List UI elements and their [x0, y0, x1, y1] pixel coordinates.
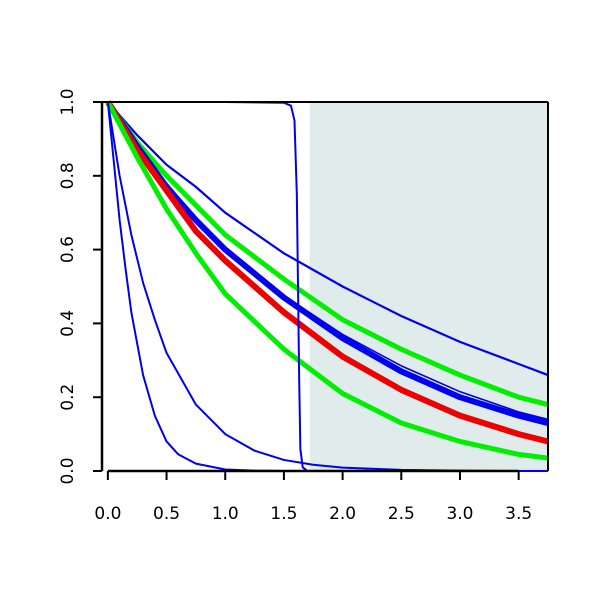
series-line-6: [105, 100, 549, 461]
series-line-5: [105, 100, 549, 445]
y-tick-label: 1.0: [58, 88, 78, 115]
x-tick-label: 2.0: [329, 504, 356, 524]
x-tick-label: 0.5: [153, 504, 180, 524]
y-tick-label: 0.4: [58, 310, 78, 337]
y-tick-label: 0.2: [58, 384, 78, 411]
x-tick-label: 1.0: [212, 504, 239, 524]
series-line-4: [107, 101, 549, 421]
y-tick-label: 0.6: [58, 236, 78, 263]
x-tick-label: 2.5: [388, 504, 415, 524]
x-tick-label: 0.0: [94, 504, 121, 524]
y-tick-label: 0.8: [58, 162, 78, 189]
x-tick-label: 3.0: [446, 504, 473, 524]
x-tick-label: 1.5: [270, 504, 297, 524]
x-tick-label: 3.5: [505, 504, 532, 524]
series-line-2: [105, 100, 549, 408]
y-tick-label: 0.0: [58, 457, 78, 484]
series-line-1: [107, 101, 549, 377]
axes-layer: 0.0 0.5 1.0 1.5 2.0 2.5 3.0 3.5 0.0 0.2 0.4 0.6 0.8 1…: [58, 88, 549, 524]
